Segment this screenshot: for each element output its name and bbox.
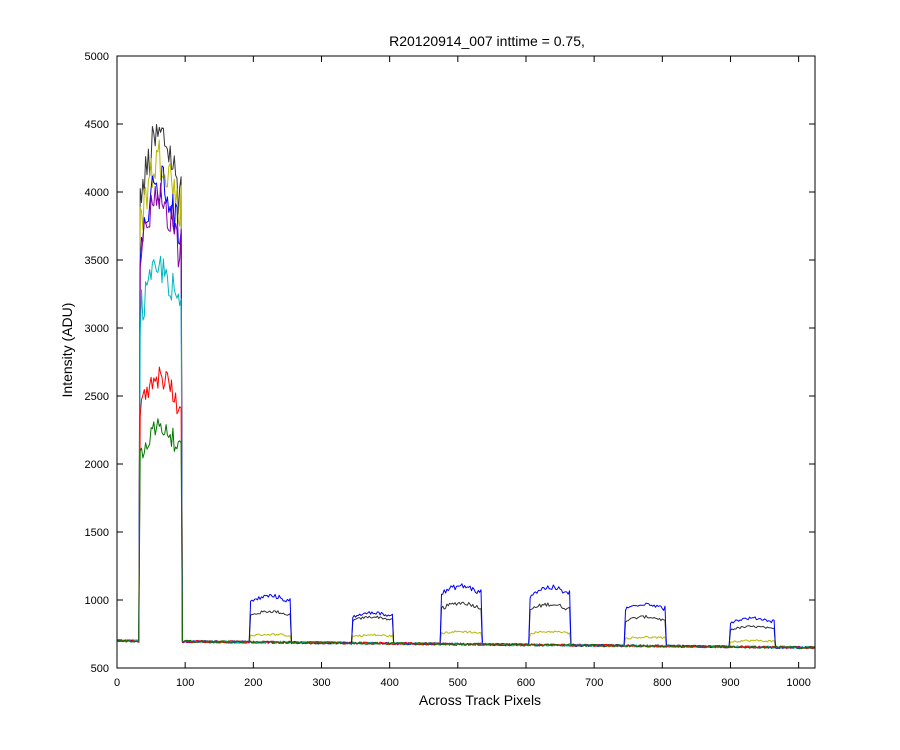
x-tick-label: 300 [312, 677, 330, 689]
y-tick-label: 1500 [85, 527, 109, 539]
x-tick-label: 200 [244, 677, 262, 689]
x-axis-label: Across Track Pixels [419, 692, 541, 708]
y-tick-label: 3500 [85, 255, 109, 267]
y-tick-label: 4500 [85, 119, 109, 131]
plot-area: 0 100 200 300 400 500 600 700 800 900 1000 500 1000… [85, 51, 816, 689]
x-tick-label: 100 [176, 677, 194, 689]
series-layer [116, 124, 816, 650]
y-axis-label: Intensity (ADU) [59, 303, 75, 398]
chart-title: R20120914_007 inttime = 0.75, [389, 33, 585, 49]
x-tick-label: 900 [721, 677, 739, 689]
x-axis-ticks: 0 100 200 300 400 500 600 700 800 900 1000 [114, 56, 811, 689]
series-line-6 [116, 418, 816, 650]
axes-box [116, 55, 816, 669]
y-tick-label: 2000 [85, 459, 109, 471]
x-tick-label: 1000 [786, 677, 810, 689]
x-tick-label: 400 [380, 677, 398, 689]
y-tick-label: 5000 [85, 51, 109, 63]
x-tick-label: 800 [653, 677, 671, 689]
x-tick-label: 500 [449, 677, 467, 689]
y-axis-ticks: 500 1000 1500 2000 2500 3000 3500 4000 4500 5000 [85, 51, 815, 675]
y-tick-label: 500 [91, 663, 109, 675]
y-tick-label: 3000 [85, 323, 109, 335]
x-tick-label: 700 [585, 677, 603, 689]
plot-background [117, 56, 815, 668]
y-tick-label: 1000 [85, 595, 109, 607]
x-tick-label: 0 [114, 677, 120, 689]
x-tick-label: 600 [517, 677, 535, 689]
y-tick-label: 2500 [85, 391, 109, 403]
y-tick-label: 4000 [85, 187, 109, 199]
